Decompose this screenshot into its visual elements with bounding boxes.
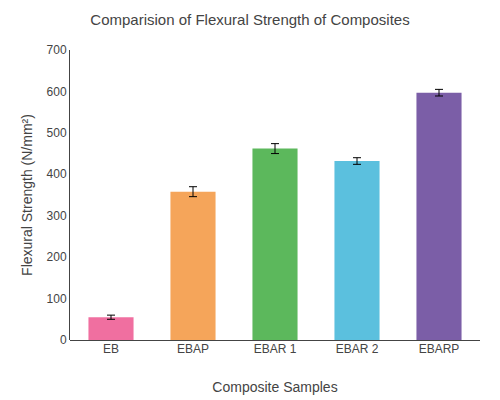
svg-text:EBAR 2: EBAR 2 [336, 342, 379, 356]
svg-text:0: 0 [60, 333, 67, 347]
svg-text:700: 700 [47, 43, 67, 57]
svg-text:Comparision of Flexural Streng: Comparision of Flexural Strength of Comp… [90, 11, 409, 28]
svg-text:Composite Samples: Composite Samples [212, 379, 337, 395]
svg-text:400: 400 [47, 167, 67, 181]
svg-text:600: 600 [47, 85, 67, 99]
svg-text:300: 300 [47, 209, 67, 223]
svg-text:EBAR 1: EBAR 1 [254, 342, 297, 356]
svg-text:EBAP: EBAP [177, 342, 209, 356]
svg-text:500: 500 [47, 126, 67, 140]
svg-text:200: 200 [47, 250, 67, 264]
svg-text:EB: EB [103, 342, 119, 356]
svg-text:100: 100 [47, 292, 67, 306]
svg-text:EBARP: EBARP [419, 342, 460, 356]
svg-text:Flexural Strength (N/mm²): Flexural Strength (N/mm²) [19, 114, 35, 276]
